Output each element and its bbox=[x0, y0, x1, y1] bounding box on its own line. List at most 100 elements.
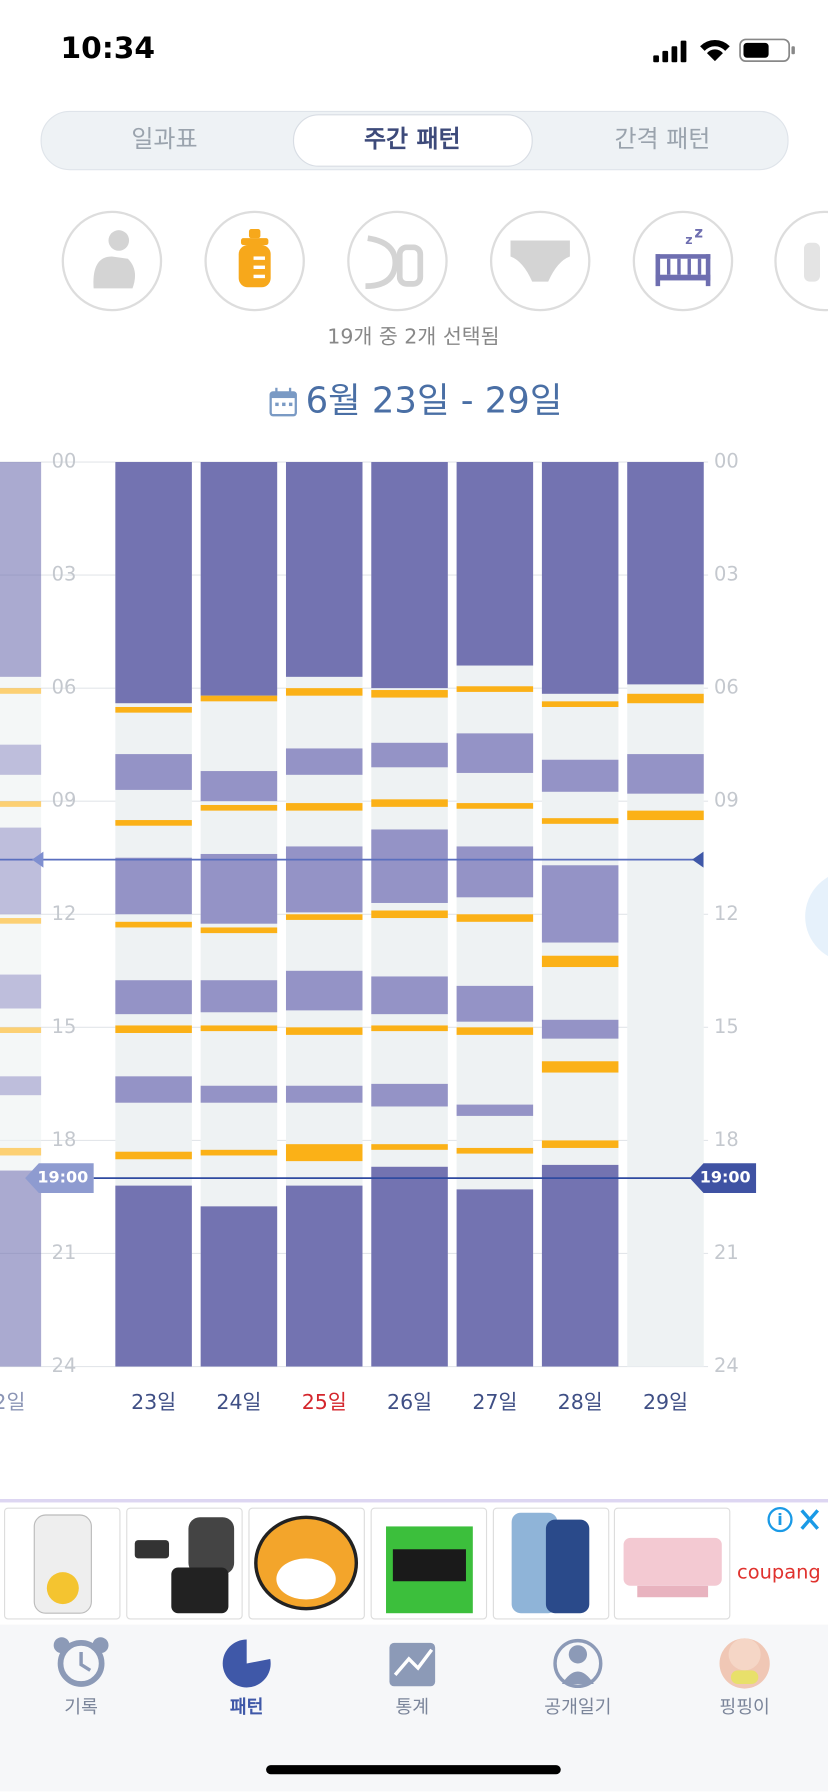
tab[interactable]: 간격 패턴 bbox=[614, 125, 710, 153]
now-marker bbox=[692, 851, 704, 868]
day-column bbox=[456, 462, 534, 1367]
night-sleep bbox=[541, 1164, 619, 1367]
nap bbox=[541, 759, 619, 792]
nap bbox=[371, 976, 448, 1015]
night-sleep bbox=[0, 462, 42, 677]
nap bbox=[200, 853, 278, 924]
feeding bbox=[115, 921, 192, 928]
nap bbox=[371, 829, 448, 903]
day-column bbox=[627, 462, 704, 1367]
night-sleep bbox=[115, 1185, 192, 1367]
date-range[interactable]: 6월 23일 - 29일 bbox=[306, 381, 563, 422]
y-tick-label: 21 bbox=[52, 1241, 77, 1264]
feeding bbox=[0, 1027, 42, 1033]
y-tick-label-right: 12 bbox=[714, 902, 739, 925]
y-tick-label: 15 bbox=[52, 1015, 77, 1038]
feeding bbox=[541, 1061, 619, 1073]
day-column bbox=[285, 462, 363, 1367]
feeding bbox=[115, 1151, 192, 1160]
nap bbox=[285, 748, 363, 775]
nap bbox=[371, 1083, 448, 1107]
nav-label[interactable]: 패턴 bbox=[230, 1697, 264, 1718]
night-sleep bbox=[115, 462, 192, 704]
time-marker-label: 19:00 bbox=[37, 1168, 88, 1187]
nap bbox=[456, 846, 534, 898]
nap bbox=[200, 980, 278, 1013]
night-sleep bbox=[371, 1166, 448, 1367]
nap bbox=[200, 1085, 278, 1103]
feeding bbox=[0, 1147, 42, 1156]
y-tick-label: 18 bbox=[52, 1128, 77, 1151]
calendar-icon bbox=[269, 387, 297, 417]
nav-label[interactable]: 핑핑이 bbox=[719, 1697, 769, 1718]
x-tick-label: 27일 bbox=[472, 1390, 517, 1414]
nav-label[interactable]: 통계 bbox=[395, 1697, 429, 1718]
x-tick-label: 28일 bbox=[558, 1390, 603, 1414]
side-handle[interactable] bbox=[805, 871, 828, 962]
feeding bbox=[0, 918, 42, 924]
tab[interactable]: 일과표 bbox=[131, 125, 197, 153]
night-sleep bbox=[285, 462, 363, 677]
day-column bbox=[541, 462, 619, 1367]
x-tick-label: 22일 bbox=[0, 1390, 25, 1414]
tab[interactable]: 주간 패턴 bbox=[364, 125, 461, 153]
svg-text:z: z bbox=[685, 232, 692, 247]
y-tick-label: 06 bbox=[52, 676, 77, 699]
time-marker-tag bbox=[689, 1163, 757, 1193]
night-sleep bbox=[200, 462, 278, 696]
filter-caption: 19개 중 2개 선택됨 bbox=[327, 325, 499, 349]
status-icons bbox=[653, 38, 795, 63]
feeding bbox=[285, 803, 363, 811]
time-marker-label: 19:00 bbox=[700, 1168, 751, 1187]
nap bbox=[456, 985, 534, 1022]
y-tick-label: 09 bbox=[52, 789, 77, 812]
feeding bbox=[456, 686, 534, 692]
y-tick-label-right: 24 bbox=[714, 1354, 739, 1377]
nap bbox=[115, 980, 192, 1015]
y-tick-label-right: 00 bbox=[714, 450, 739, 473]
nap bbox=[285, 846, 363, 913]
svg-text:z: z bbox=[694, 225, 703, 242]
y-tick-label-right: 09 bbox=[714, 789, 739, 812]
feeding bbox=[200, 804, 278, 811]
y-tick-label-right: 03 bbox=[714, 563, 739, 586]
feeding bbox=[115, 820, 192, 826]
day-column bbox=[0, 462, 42, 1367]
day-column bbox=[115, 462, 192, 1367]
feeding bbox=[371, 799, 448, 807]
nap bbox=[627, 754, 704, 794]
x-tick-label: 24일 bbox=[216, 1390, 261, 1414]
y-tick-label: 03 bbox=[52, 563, 77, 586]
x-tick-label: 23일 bbox=[131, 1390, 176, 1414]
feeding bbox=[200, 927, 278, 934]
nav-label[interactable]: 기록 bbox=[64, 1697, 98, 1718]
night-sleep bbox=[456, 462, 534, 666]
feeding bbox=[456, 914, 534, 922]
nap bbox=[285, 970, 363, 1011]
nap bbox=[115, 857, 192, 915]
feeding bbox=[200, 695, 278, 702]
filter-sleep[interactable] bbox=[632, 210, 734, 312]
nap bbox=[115, 754, 192, 790]
night-sleep bbox=[285, 1185, 363, 1367]
nap bbox=[0, 974, 42, 1009]
feeding bbox=[285, 688, 363, 696]
filter-more[interactable] bbox=[774, 210, 828, 312]
y-tick-label: 24 bbox=[52, 1354, 77, 1377]
feeding bbox=[456, 1027, 534, 1035]
night-sleep bbox=[541, 462, 619, 694]
x-tick-label: 29일 bbox=[643, 1390, 688, 1414]
feeding bbox=[541, 955, 619, 968]
now-marker bbox=[31, 851, 44, 868]
ad-banner[interactable]: i bbox=[0, 1499, 828, 1620]
nav-label[interactable]: 공개일기 bbox=[544, 1697, 611, 1718]
feeding bbox=[285, 914, 363, 920]
feeding bbox=[371, 690, 448, 698]
ad-brand[interactable]: coupang bbox=[737, 1561, 821, 1584]
feeding bbox=[200, 1025, 278, 1032]
nap bbox=[115, 1076, 192, 1103]
night-sleep bbox=[371, 462, 448, 689]
